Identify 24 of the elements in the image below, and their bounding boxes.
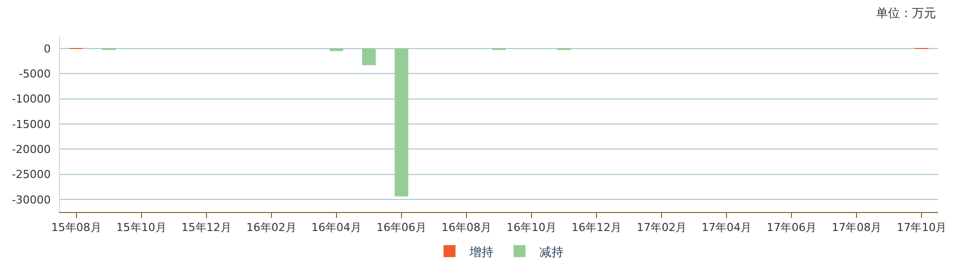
x-tick-label: 17年02月 [636, 221, 687, 234]
y-tick-label: -25000 [12, 168, 51, 182]
y-tick-label: -30000 [12, 193, 51, 206]
x-tick-label: 15年08月 [51, 221, 102, 234]
legend-label: 增持 [468, 244, 494, 259]
x-tick-label: 17年10月 [896, 221, 947, 234]
y-tick-label: -20000 [12, 142, 51, 156]
x-tick-label: 16年06月 [376, 221, 426, 234]
y-tick-label: -5000 [18, 68, 51, 81]
x-tick-label: 16年12月 [572, 221, 622, 234]
y-tick-label: 0 [44, 42, 51, 56]
x-tick-label: 17年08月 [832, 221, 882, 234]
x-tick-label: 16年08月 [441, 221, 492, 234]
x-tick-label: 17年04月 [702, 221, 752, 234]
x-tick-label: 16年10月 [506, 221, 557, 234]
x-tick-label: 17年06月 [766, 221, 817, 234]
x-tick-label: 15年12月 [181, 221, 232, 234]
y-tick-label: -15000 [12, 118, 51, 131]
text: 单位：万元 [876, 6, 936, 20]
legend-label: 减持 [540, 244, 564, 259]
y-tick-label: -10000 [12, 92, 51, 106]
x-tick-label: 16年04月 [311, 221, 362, 234]
x-tick-label: 15年10月 [116, 221, 166, 234]
x-tick-label: 16年02月 [246, 221, 296, 234]
